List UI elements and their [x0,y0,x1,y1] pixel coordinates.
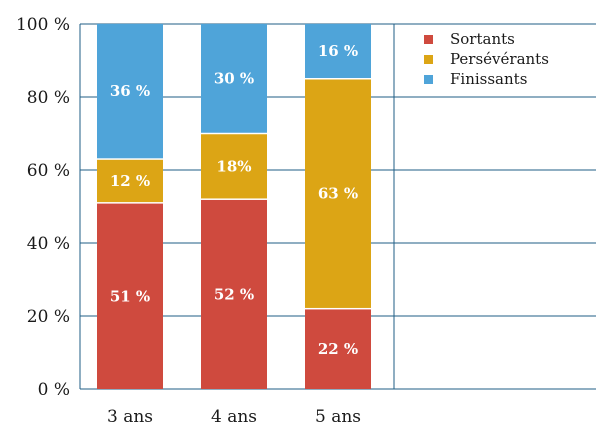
y-tick-label: 100 % [16,15,70,35]
bar-finissants-3 [305,24,371,78]
x-axis-tick-labels: 3 ans 4 ans 5 ans [107,407,361,427]
legend: Sortants Persévérants Finissants [424,30,549,88]
y-tick-label: 80 % [27,88,70,108]
legend-swatch-finissants [424,75,433,84]
bar-sortants-3 [305,309,371,389]
y-tick-label: 0 % [38,380,70,400]
bar-persévérants-2 [201,134,267,199]
data-label: 51 % [110,287,150,305]
y-tick-label: 40 % [27,234,70,254]
y-axis-tick-labels: 0 % 20 % 40 % 60 % 80 % 100 % [16,15,70,400]
bar-finissants-1 [97,24,163,159]
x-tick-label: 5 ans [315,407,361,427]
bar-finissants-2 [201,24,267,133]
data-labels: 51 % 12 % 36 % 52 % 18% 30 % 22 % 63 % 16 % [110,42,358,358]
data-label: 18% [216,157,251,175]
x-tick-label: 3 ans [107,407,153,427]
y-tick-label: 60 % [27,161,70,181]
data-label: 12 % [110,172,150,190]
y-tick-label: 20 % [27,307,70,327]
data-label: 36 % [110,82,150,100]
legend-label: Finissants [450,70,527,88]
legend-swatch-persévérants [424,55,433,64]
legend-swatch-sortants [424,35,433,44]
x-tick-label: 4 ans [211,407,257,427]
bar-sortants-1 [97,203,163,389]
data-label: 16 % [318,42,358,60]
data-label: 30 % [214,69,254,87]
bar-sortants-2 [201,199,267,389]
bar-persévérants-1 [97,159,163,203]
data-label: 22 % [318,340,358,358]
bar-persévérants-3 [305,79,371,308]
data-label: 63 % [318,185,358,203]
legend-label: Sortants [450,30,515,48]
data-label: 52 % [214,285,254,303]
legend-label: Persévérants [450,50,549,68]
bars [97,24,371,389]
